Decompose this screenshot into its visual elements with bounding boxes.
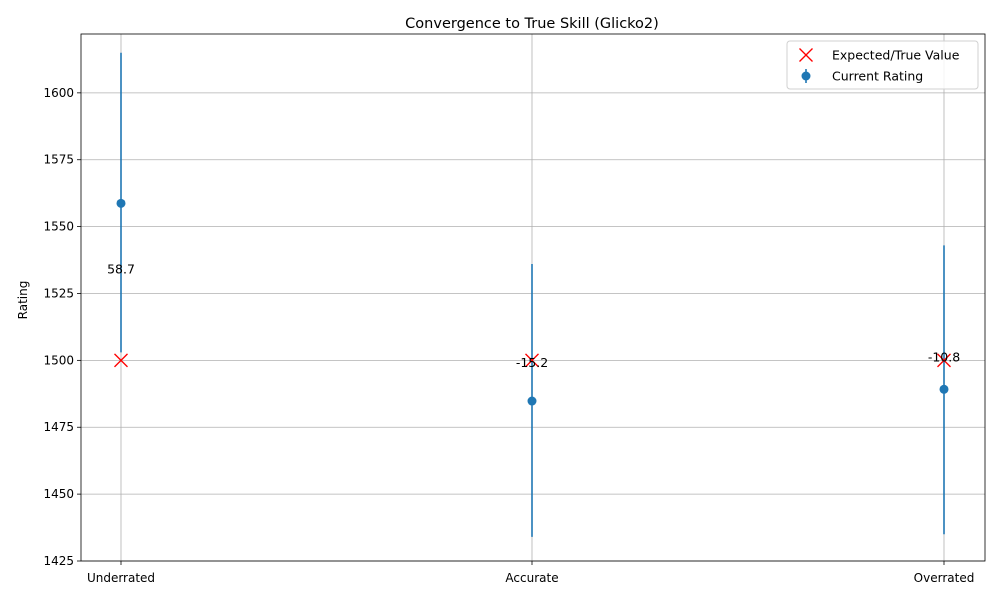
true-value-marker (937, 353, 951, 368)
y-tick-label: 1575 (43, 153, 74, 167)
true-value-stroke (525, 353, 539, 368)
y-axis-label: Rating (16, 281, 30, 320)
true-value-stroke (937, 353, 951, 368)
y-tick-label: 1600 (43, 86, 74, 100)
current-rating-point (116, 198, 126, 208)
y-tick-label: 1425 (43, 554, 74, 568)
plot-frame (80, 33, 986, 562)
axes: 1425 1450 1475 1500 1525 1550 1575 1600 Underrat… (43, 33, 986, 585)
x-tick-label: Overrated (914, 571, 975, 585)
legend-label-true: Expected/True Value (832, 48, 960, 63)
legend: Expected/True Value Current Rating (786, 40, 979, 90)
y-tick-label: 1475 (43, 420, 74, 434)
current-rating-point (527, 396, 537, 406)
true-value-marker (114, 353, 128, 368)
marks (114, 52, 951, 537)
chart-title: Convergence to True Skill (Glicko2) (405, 16, 659, 32)
y-tick-label: 1500 (43, 353, 74, 367)
current-rating-point (939, 384, 949, 394)
true-value-stroke (114, 353, 128, 368)
y-tick-label: 1450 (43, 487, 74, 501)
x-tick-label: Underrated (87, 571, 155, 585)
annotations: 58.7 -15.2 -10.8 (107, 261, 960, 370)
legend-label-current: Current Rating (832, 69, 923, 84)
difference-label: 58.7 (107, 261, 135, 276)
y-tick-label: 1525 (43, 286, 74, 300)
legend-box (786, 40, 979, 90)
legend-true-marker (799, 48, 813, 62)
legend-current-marker (801, 71, 811, 81)
difference-label: -15.2 (516, 355, 548, 370)
difference-label: -10.8 (928, 350, 960, 365)
true-value-marker (525, 353, 539, 368)
x-tick-label: Accurate (505, 571, 558, 585)
legend-true-stroke (799, 48, 813, 62)
y-tick-label: 1550 (43, 220, 74, 234)
